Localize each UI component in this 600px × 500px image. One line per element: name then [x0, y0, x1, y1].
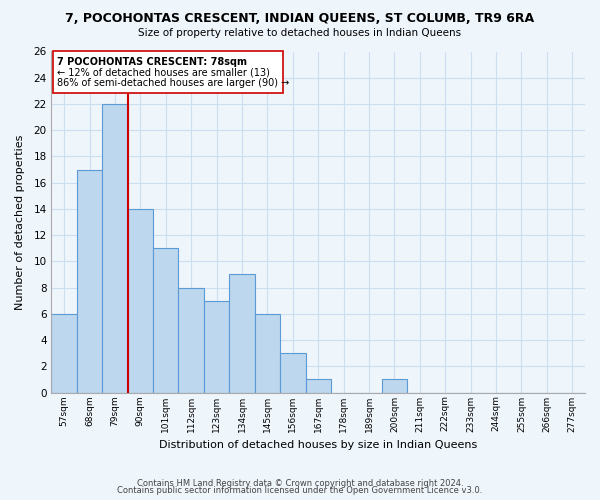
Text: 7 POCOHONTAS CRESCENT: 78sqm: 7 POCOHONTAS CRESCENT: 78sqm [56, 58, 247, 68]
Text: Contains public sector information licensed under the Open Government Licence v3: Contains public sector information licen… [118, 486, 482, 495]
Bar [128, 209, 153, 392]
Text: 7, POCOHONTAS CRESCENT, INDIAN QUEENS, ST COLUMB, TR9 6RA: 7, POCOHONTAS CRESCENT, INDIAN QUEENS, S… [65, 12, 535, 26]
Bar [204, 300, 229, 392]
Text: 86% of semi-detached houses are larger (90) →: 86% of semi-detached houses are larger (… [56, 78, 289, 88]
X-axis label: Distribution of detached houses by size in Indian Queens: Distribution of detached houses by size … [159, 440, 478, 450]
Bar [153, 248, 178, 392]
Y-axis label: Number of detached properties: Number of detached properties [15, 134, 25, 310]
Bar [382, 380, 407, 392]
Text: Size of property relative to detached houses in Indian Queens: Size of property relative to detached ho… [139, 28, 461, 38]
Text: ← 12% of detached houses are smaller (13): ← 12% of detached houses are smaller (13… [56, 68, 269, 78]
Bar [102, 104, 128, 393]
FancyBboxPatch shape [53, 52, 283, 94]
Bar [255, 314, 280, 392]
Text: Contains HM Land Registry data © Crown copyright and database right 2024.: Contains HM Land Registry data © Crown c… [137, 478, 463, 488]
Bar [305, 380, 331, 392]
Bar [229, 274, 255, 392]
Bar [77, 170, 102, 392]
Bar [280, 353, 305, 393]
Bar [178, 288, 204, 393]
Bar [52, 314, 77, 392]
